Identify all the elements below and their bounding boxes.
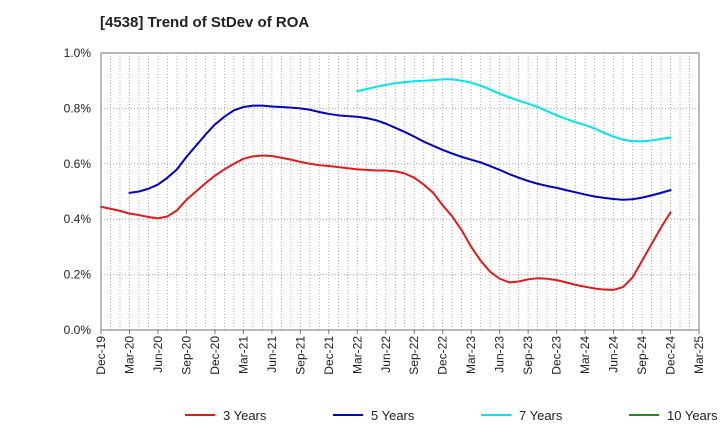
y-tick-label: 0.6%	[64, 157, 92, 171]
series-line-7-years	[356, 78, 672, 143]
series-lines	[100, 78, 672, 291]
x-tick-label: Mar-20	[122, 336, 136, 374]
plot-frame	[100, 52, 700, 331]
axes: 0.0% 0.2% 0.4% 0.6% 0.8% 1.0% Dec-19 Mar-20 Jun-…	[64, 46, 706, 375]
y-tick-label: 0.4%	[64, 212, 92, 226]
legend-label-7-years: 7 Years	[519, 408, 563, 423]
x-tick-label: Dec-23	[550, 336, 564, 375]
y-tick-label: 0.2%	[64, 268, 92, 282]
y-tick-label: 0.0%	[64, 323, 92, 337]
x-tick-label: Dec-24	[664, 336, 678, 375]
x-tick-label: Jun-23	[493, 336, 507, 373]
x-tick-label: Sep-21	[293, 336, 307, 375]
series-line-5-years	[128, 104, 672, 201]
legend: 3 Years 5 Years 7 Years 10 Years	[185, 408, 718, 423]
x-tick-label: Dec-22	[436, 336, 450, 375]
x-tick-label: Mar-22	[350, 336, 364, 374]
x-tick-label: Sep-23	[521, 336, 535, 375]
x-tick-label: Sep-24	[635, 336, 649, 375]
x-tick-label: Mar-25	[692, 336, 706, 374]
legend-label-10-years: 10 Years	[667, 408, 718, 423]
series-line-3-years	[100, 154, 672, 291]
x-tick-label: Jun-21	[265, 336, 279, 373]
x-tick-label: Dec-19	[94, 336, 108, 375]
chart-title: [4538] Trend of StDev of ROA	[100, 14, 310, 31]
x-tick-label: Jun-22	[379, 336, 393, 373]
x-tick-label: Dec-21	[322, 336, 336, 375]
x-tick-label: Mar-21	[236, 336, 250, 374]
legend-label-3-years: 3 Years	[223, 408, 267, 423]
x-tick-label: Mar-24	[578, 336, 592, 374]
x-tick-label: Jun-20	[151, 336, 165, 373]
y-tick-label: 1.0%	[64, 46, 92, 60]
x-tick-label: Sep-22	[407, 336, 421, 375]
x-tick-label: Mar-23	[464, 336, 478, 374]
x-tick-label: Jun-24	[607, 336, 621, 373]
y-tick-label: 0.8%	[64, 101, 92, 115]
x-tick-label: Dec-20	[208, 336, 222, 375]
x-tick-label: Sep-20	[179, 336, 193, 375]
legend-label-5-years: 5 Years	[371, 408, 415, 423]
grid	[100, 52, 700, 331]
